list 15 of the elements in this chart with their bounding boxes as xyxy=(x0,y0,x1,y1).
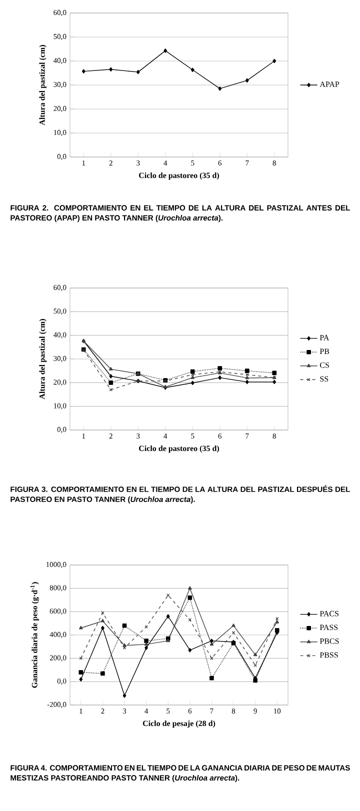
legend-label: SS xyxy=(320,376,328,382)
y-axis-title: Ganancia diaria de peso (g·d$^{-1}$) xyxy=(30,582,39,688)
legend-label: APAP xyxy=(320,82,340,87)
y-axis-title: Altura del pastizal (cm) xyxy=(39,319,46,400)
legend-label: CS xyxy=(320,362,329,368)
legend-label: PASS xyxy=(320,624,338,630)
x-axis-title: Ciclo de pesaje (28 d) xyxy=(142,720,216,728)
y-axis-title: Altura del pastizal (cm) xyxy=(39,45,46,126)
legend-label: PB xyxy=(320,348,330,354)
legend-label: PACS xyxy=(320,610,338,616)
legend-label: PBCS xyxy=(320,638,339,644)
legend-label: PA xyxy=(320,334,330,340)
x-axis-title: Ciclo de pastoreo (35 d) xyxy=(139,445,219,453)
x-axis-title: Ciclo de pastoreo (35 d) xyxy=(139,172,219,180)
legend-label: PBSS xyxy=(320,652,338,658)
